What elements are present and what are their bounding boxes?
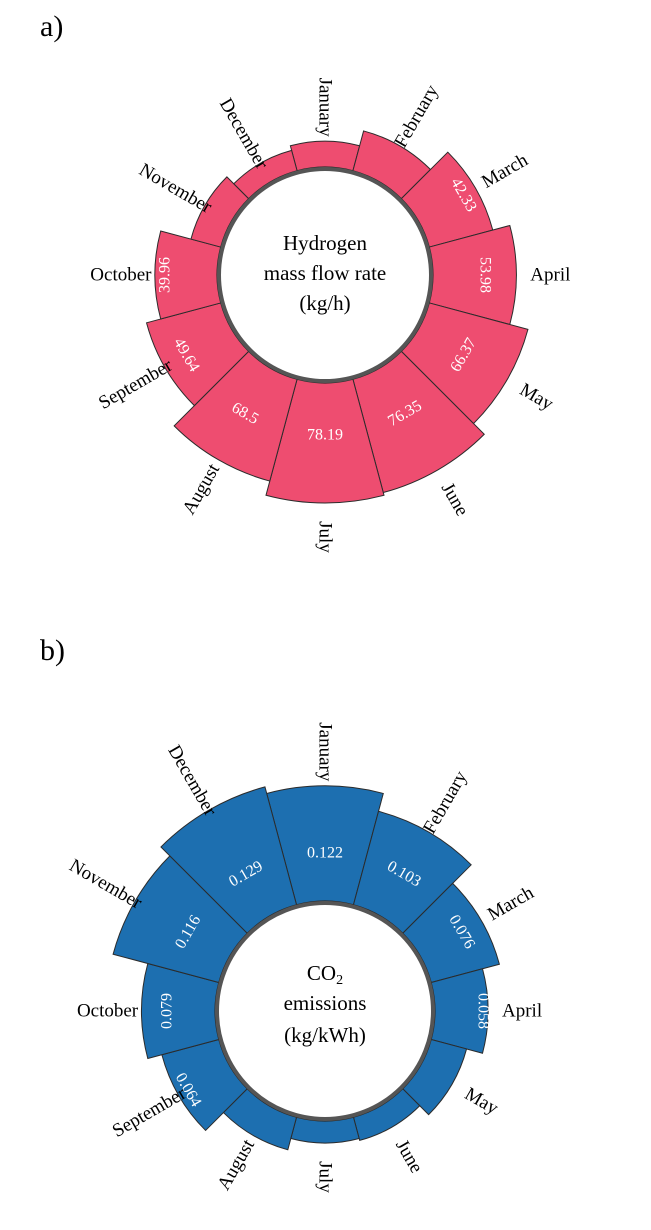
- panel-b: b) 0.122 January 0.103 February 0.076 March 0.…: [0, 615, 651, 1230]
- month-label-september: September: [95, 355, 176, 414]
- value-label-january: 0.122: [307, 845, 343, 862]
- value-label-april: 53.98: [477, 257, 494, 293]
- month-label-september: September: [109, 1083, 190, 1142]
- bar-july: [290, 1116, 360, 1144]
- month-label-june: June: [437, 479, 473, 520]
- center-label-line-3: (kg/h): [299, 291, 350, 315]
- month-label-december: December: [163, 742, 221, 821]
- month-label-july: July: [315, 521, 336, 553]
- value-label-october: 39.96: [157, 257, 174, 293]
- month-label-august: August: [179, 460, 225, 519]
- radial-chart-co2: 0.122January0.103February0.076March0.058…: [66, 722, 543, 1194]
- value-label-january: 16.03: [307, 107, 343, 124]
- bars-group-b: [112, 785, 501, 1151]
- value-label-july: 0.026: [307, 1161, 343, 1178]
- center-group-a: Hydrogen mass flow rate (kg/h): [217, 167, 433, 383]
- center-label-co2: CO2: [307, 961, 343, 988]
- month-label-february: February: [419, 767, 472, 837]
- value-label-april: 0.058: [475, 993, 492, 1029]
- month-label-november: November: [66, 855, 147, 914]
- center-label-line-2: mass flow rate: [264, 261, 386, 285]
- center-group-b: CO2 emissions (kg/kWh): [215, 901, 435, 1121]
- month-label-march: March: [478, 149, 532, 192]
- month-label-april: April: [502, 1001, 542, 1022]
- bar-january: [289, 140, 361, 172]
- center-label-emissions: emissions: [284, 991, 367, 1015]
- value-label-october: 0.079: [159, 993, 176, 1029]
- panel-label-a: a): [40, 10, 64, 43]
- month-label-july: July: [315, 1161, 336, 1193]
- center-label-subscript: 2: [336, 973, 343, 988]
- value-label-july: 78.19: [307, 427, 343, 444]
- center-ring-b: [215, 901, 435, 1121]
- month-label-may: May: [516, 379, 557, 415]
- month-label-august: August: [213, 1135, 259, 1194]
- month-label-october: October: [77, 1001, 139, 1022]
- center-ring-a: [217, 167, 433, 383]
- month-label-october: October: [90, 265, 152, 286]
- month-label-january: January: [315, 78, 336, 138]
- center-label-line-1: Hydrogen: [283, 231, 367, 255]
- month-label-april: April: [530, 265, 570, 286]
- panel-a: a) 16.03 January 26.14 February 42.33 March 53…: [40, 10, 570, 554]
- center-label-co: CO: [307, 961, 336, 985]
- panel-label-b: b): [40, 634, 65, 667]
- month-label-march: March: [484, 882, 538, 925]
- center-label-unit: (kg/kWh): [284, 1023, 366, 1047]
- month-label-january: January: [315, 722, 336, 782]
